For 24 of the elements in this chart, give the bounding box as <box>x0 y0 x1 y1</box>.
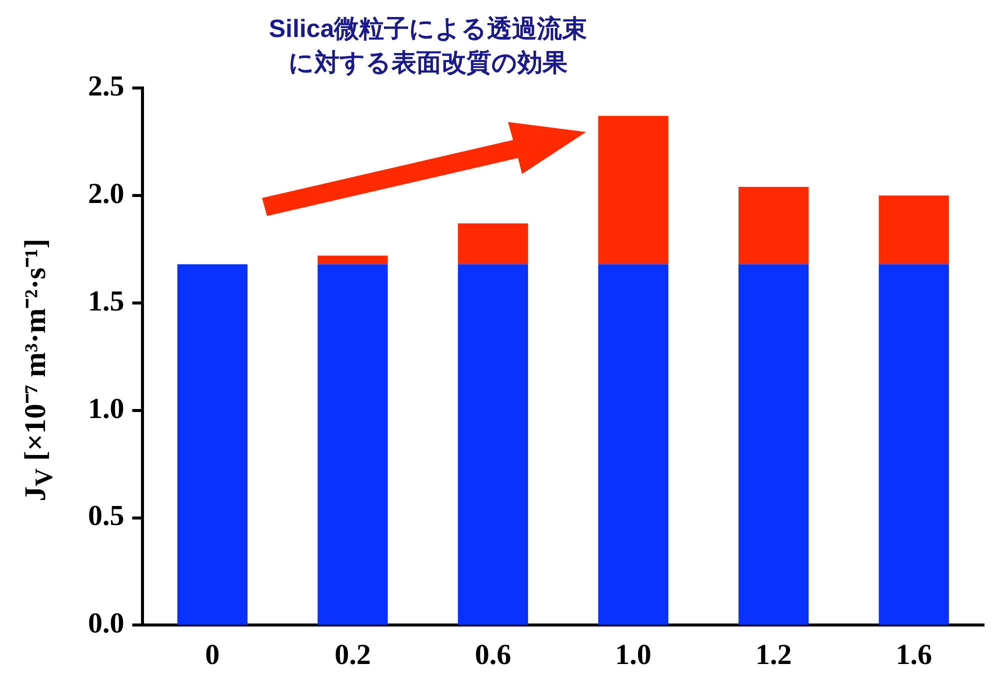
x-tick-label: 1.2 <box>755 639 792 672</box>
x-tick-label: 1.0 <box>615 639 652 672</box>
y-tick-label: 1.0 <box>88 392 124 425</box>
y-tick-label: 0.5 <box>88 500 124 532</box>
bar <box>458 223 528 264</box>
bar <box>177 264 248 625</box>
chart-title: Silica微粒子による透過流束に対する表面改質の効果 <box>268 14 588 79</box>
x-tick-label: 0.6 <box>474 639 512 672</box>
bar <box>738 186 809 264</box>
bar <box>318 264 388 625</box>
bar <box>878 264 949 625</box>
y-tick-label: 0.0 <box>88 608 124 640</box>
x-tick-label: 0.2 <box>334 639 371 672</box>
y-tick-label: 2.5 <box>88 70 124 102</box>
bar <box>318 256 388 264</box>
bar <box>598 116 668 264</box>
y-tick-label: 2.0 <box>88 178 124 210</box>
bar <box>458 264 528 625</box>
bar <box>878 195 949 264</box>
bar <box>738 264 809 625</box>
x-tick-label: 0 <box>205 639 220 672</box>
bar <box>598 264 668 625</box>
y-tick-label: 1.5 <box>88 285 124 318</box>
x-tick-label: 1.6 <box>896 639 932 672</box>
